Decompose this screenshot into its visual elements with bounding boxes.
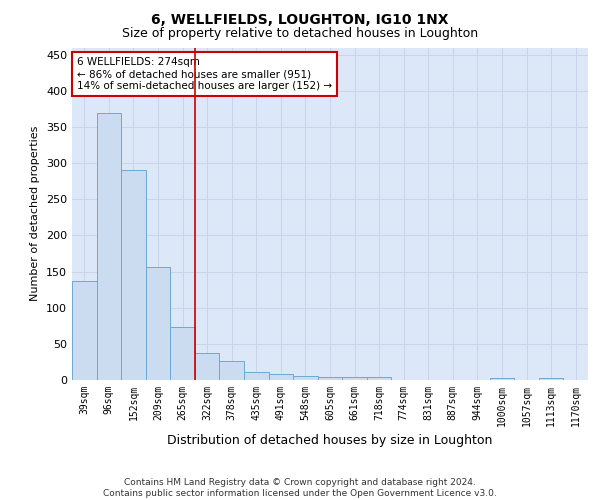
Bar <box>342 377 367 380</box>
X-axis label: Distribution of detached houses by size in Loughton: Distribution of detached houses by size … <box>167 434 493 448</box>
Text: 6 WELLFIELDS: 274sqm
← 86% of detached houses are smaller (951)
14% of semi-deta: 6 WELLFIELDS: 274sqm ← 86% of detached h… <box>77 58 332 90</box>
Bar <box>146 267 170 380</box>
Text: Size of property relative to detached houses in Loughton: Size of property relative to detached ho… <box>122 28 478 40</box>
Text: 6, WELLFIELDS, LOUGHTON, IG10 1NX: 6, WELLFIELDS, LOUGHTON, IG10 1NX <box>151 12 449 26</box>
Text: Contains HM Land Registry data © Crown copyright and database right 2024.
Contai: Contains HM Land Registry data © Crown c… <box>103 478 497 498</box>
Bar <box>367 377 391 380</box>
Bar <box>318 377 342 380</box>
Bar <box>220 361 244 380</box>
Bar <box>244 372 269 380</box>
Bar <box>170 326 195 380</box>
Bar <box>195 352 220 380</box>
Bar <box>121 170 146 380</box>
Y-axis label: Number of detached properties: Number of detached properties <box>31 126 40 302</box>
Bar <box>539 378 563 380</box>
Bar <box>293 376 318 380</box>
Bar <box>490 378 514 380</box>
Bar <box>72 281 97 380</box>
Bar <box>269 374 293 380</box>
Bar <box>97 112 121 380</box>
